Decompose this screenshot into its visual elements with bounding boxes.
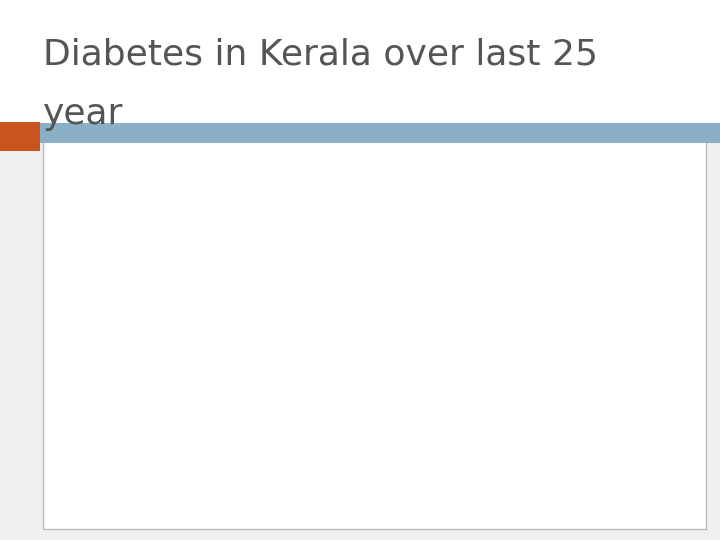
X-axis label: Year: Year <box>382 514 410 528</box>
Point <box>310 312 321 320</box>
Text: 5.9: 5.9 <box>349 418 368 431</box>
Text: Diabetes in Kerala over last 25: Diabetes in Kerala over last 25 <box>43 38 598 72</box>
Text: 14.6: 14.6 <box>561 327 588 340</box>
Y-axis label: %: % <box>55 315 69 329</box>
Point <box>149 440 161 449</box>
Text: 27.3: 27.3 <box>644 194 670 207</box>
Point <box>552 329 563 338</box>
Title: Prevalence of diabetes: Prevalence of diabetes <box>261 143 531 163</box>
Text: y = 1.0179x - 2023.9
R² = 0.6882: y = 1.0179x - 2023.9 R² = 0.6882 <box>302 210 428 238</box>
Point <box>524 277 536 286</box>
Point <box>336 420 348 429</box>
Point <box>578 313 590 321</box>
Text: 16.2: 16.2 <box>591 310 617 323</box>
Text: 19.6: 19.6 <box>534 269 561 282</box>
Text: 4: 4 <box>161 438 169 451</box>
Point <box>631 197 643 205</box>
Text: 16.3: 16.3 <box>323 309 348 322</box>
Text: year: year <box>43 97 124 131</box>
